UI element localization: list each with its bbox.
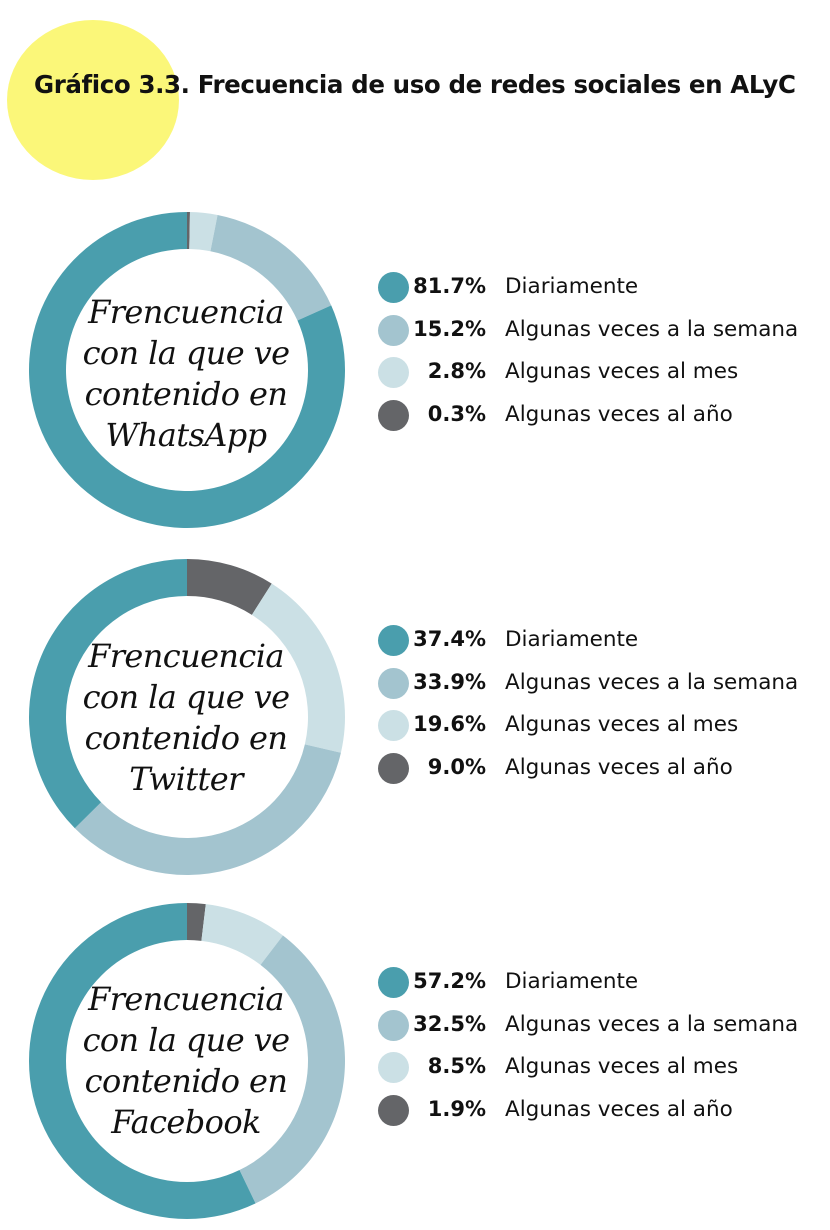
legend-swatch-daily <box>378 967 409 998</box>
center-label-line: contenido en <box>84 375 288 413</box>
legend-value: 9.0% <box>427 754 486 779</box>
legend-item: 57.2% Diariamente <box>378 967 818 1010</box>
legend-value: 0.3% <box>427 401 486 426</box>
donut-slice-yearly <box>187 559 272 615</box>
legend-label: Algunas veces al año <box>505 1096 733 1122</box>
legend-value: 19.6% <box>413 712 486 736</box>
legend-facebook: 57.2% Diariamente 32.5% Algunas veces a … <box>378 967 818 1137</box>
donut-svg-facebook <box>29 903 345 1219</box>
legend-value: 2.8% <box>427 359 486 383</box>
legend-value: 15.2% <box>413 316 486 341</box>
legend-label: Algunas veces al año <box>505 401 733 427</box>
legend-value: 33.9% <box>413 669 486 694</box>
legend-item: 0.3% Algunas veces al año <box>378 399 818 443</box>
donut-slice-daily <box>29 559 188 829</box>
legend-swatch-monthly <box>378 1052 409 1083</box>
donut-center-label-whatsapp: Frencuencia con la que ve contenido en W… <box>60 292 312 456</box>
donut-slice-weekly <box>74 744 341 875</box>
legend-swatch-weekly <box>378 314 409 346</box>
center-label-line: con la que ve <box>82 334 290 372</box>
legend-swatch-monthly <box>378 357 409 388</box>
page-title: Gráfico 3.3. Frecuencia de uso de redes … <box>34 70 796 99</box>
legend-value: 37.4% <box>413 627 486 651</box>
legend-label: Algunas veces a la semana <box>505 1011 799 1037</box>
legend-swatch-weekly <box>378 667 409 699</box>
legend-swatch-yearly <box>378 752 409 784</box>
legend-swatch-yearly <box>378 399 409 431</box>
donut-svg-whatsapp <box>29 212 345 528</box>
legend-label: Algunas veces al mes <box>505 712 739 737</box>
center-label-line: contenido en <box>84 719 288 757</box>
donut-slice-monthly <box>251 583 345 753</box>
legend-item: 32.5% Algunas veces a la semana <box>378 1009 818 1053</box>
title-highlight-circle <box>7 20 179 180</box>
legend-swatch-monthly <box>378 710 409 741</box>
center-label-line: Frencuencia <box>88 293 284 331</box>
donut-svg-twitter <box>29 559 345 875</box>
donut-center-label-facebook: Frencuencia con la que ve contenido en F… <box>60 979 312 1143</box>
center-label-line: Facebook <box>111 1103 261 1141</box>
donut-chart-whatsapp: Frencuencia con la que ve contenido en W… <box>0 205 380 535</box>
legend-label: Algunas veces al mes <box>505 1054 739 1079</box>
legend-label: Diariamente <box>505 274 639 299</box>
legend-value: 32.5% <box>413 1011 486 1036</box>
center-label-line: con la que ve <box>82 1021 290 1059</box>
legend-label: Diariamente <box>505 627 639 652</box>
legend-item: 37.4% Diariamente <box>378 625 818 668</box>
donut-slice-monthly <box>201 904 283 965</box>
legend-item: 15.2% Algunas veces a la semana <box>378 314 818 358</box>
legend-item: 1.9% Algunas veces al año <box>378 1094 818 1138</box>
legend-item: 19.6% Algunas veces al mes <box>378 710 818 753</box>
donut-slice-weekly <box>239 935 345 1204</box>
legend-swatch-daily <box>378 272 409 303</box>
legend-item: 33.9% Algunas veces a la semana <box>378 667 818 711</box>
donut-slice-weekly <box>210 214 332 321</box>
legend-label: Algunas veces al mes <box>505 359 739 384</box>
legend-item: 8.5% Algunas veces al mes <box>378 1052 818 1095</box>
legend-twitter: 37.4% Diariamente 33.9% Algunas veces a … <box>378 625 818 795</box>
legend-swatch-weekly <box>378 1009 409 1041</box>
legend-label: Diariamente <box>505 969 639 994</box>
donut-chart-twitter: Frencuencia con la que ve contenido en T… <box>0 552 380 882</box>
legend-whatsapp: 81.7% Diariamente 15.2% Algunas veces a … <box>378 272 818 442</box>
legend-item: 2.8% Algunas veces al mes <box>378 357 818 400</box>
legend-value: 81.7% <box>413 274 486 298</box>
center-label-line: contenido en <box>84 1062 288 1100</box>
center-label-line: con la que ve <box>82 678 290 716</box>
legend-item: 9.0% Algunas veces al año <box>378 752 818 796</box>
legend-label: Algunas veces a la semana <box>505 669 799 695</box>
center-label-line: Twitter <box>129 760 243 798</box>
donut-slice-yearly <box>187 903 206 941</box>
legend-swatch-daily <box>378 625 409 656</box>
legend-value: 1.9% <box>427 1096 486 1121</box>
legend-value: 57.2% <box>413 969 486 993</box>
donut-chart-facebook: Frencuencia con la que ve contenido en F… <box>0 896 380 1226</box>
legend-item: 81.7% Diariamente <box>378 272 818 315</box>
center-label-line: WhatsApp <box>105 416 267 454</box>
legend-swatch-yearly <box>378 1094 409 1126</box>
legend-value: 8.5% <box>427 1054 486 1078</box>
donut-slice-yearly <box>187 212 190 250</box>
legend-label: Algunas veces al año <box>505 754 733 780</box>
center-label-line: Frencuencia <box>88 980 284 1018</box>
legend-label: Algunas veces a la semana <box>505 316 799 342</box>
donut-center-label-twitter: Frencuencia con la que ve contenido en T… <box>60 636 312 800</box>
donut-slice-monthly <box>189 212 218 252</box>
center-label-line: Frencuencia <box>88 637 284 675</box>
donut-slice-daily <box>29 903 256 1219</box>
